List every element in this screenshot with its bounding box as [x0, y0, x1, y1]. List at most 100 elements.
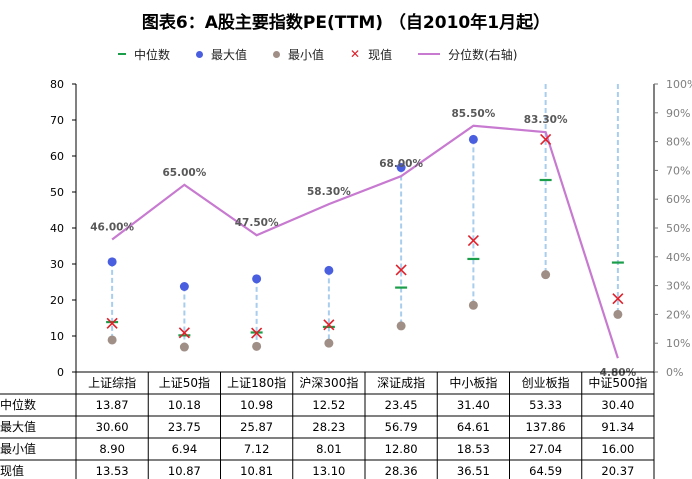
current-mark: [540, 133, 552, 146]
max-point: [179, 282, 189, 291]
min-point: [468, 300, 478, 310]
right-tick-label: 100%: [666, 78, 692, 91]
current-mark: [251, 327, 263, 339]
table-cell: 10.87: [168, 464, 201, 478]
table-cell: 64.61: [457, 420, 490, 434]
legend-min-label: 最小值: [288, 47, 325, 62]
left-tick-label: 10: [50, 330, 64, 343]
percentile-data-label: 85.50%: [452, 108, 496, 120]
left-tick-label: 80: [50, 78, 64, 91]
min-point: [541, 270, 551, 280]
table-row-label: 最小值: [0, 441, 36, 456]
left-tick-label: 30: [50, 258, 64, 271]
min-point: [396, 321, 406, 331]
legend-median-label: 中位数: [134, 47, 171, 62]
legend-max: 最大值: [196, 46, 247, 63]
left-tick-label: 70: [50, 114, 64, 127]
table-cell: 13.87: [96, 398, 129, 412]
table-cell: 36.51: [457, 464, 490, 478]
table-cell: 30.40: [601, 398, 634, 412]
max-point: [396, 163, 406, 173]
min-point: [107, 335, 117, 345]
table-cell: 28.23: [312, 420, 345, 434]
min-dot-icon: [273, 50, 281, 58]
right-tick-label: 90%: [666, 107, 690, 120]
percentile-data-label: 58.30%: [307, 186, 351, 198]
legend-current: ✕ 现值: [350, 46, 392, 63]
category-label: 上证综指: [88, 375, 136, 390]
table-cell: 8.90: [99, 442, 125, 456]
table-row-label: 现值: [0, 463, 24, 478]
category-label: 中小板指: [449, 375, 497, 390]
percentile-line: [111, 124, 619, 359]
percentile-data-label: 83.30%: [524, 114, 568, 126]
table-cell: 20.37: [601, 464, 634, 478]
left-tick-label: 60: [50, 150, 64, 163]
min-point: [613, 309, 623, 319]
current-mark: [178, 327, 190, 339]
table-cell: 8.01: [316, 442, 342, 456]
max-point: [468, 134, 478, 144]
table-cell: 31.40: [457, 398, 490, 412]
table-cell: 13.10: [312, 464, 345, 478]
percentile-data-label: 47.50%: [235, 217, 279, 229]
table-cell: 53.33: [529, 398, 562, 412]
table-cell: 27.04: [529, 442, 562, 456]
table-cell: 13.53: [96, 464, 129, 478]
current-mark: [106, 317, 118, 329]
category-label: 沪深300指: [299, 375, 358, 390]
current-mark: [395, 264, 407, 276]
table-cell: 25.87: [240, 420, 273, 434]
table-cell: 16.00: [601, 442, 634, 456]
table-cell: 30.60: [96, 420, 129, 434]
left-tick-label: 50: [50, 186, 64, 199]
left-tick-label: 20: [50, 294, 64, 307]
right-tick-label: 0%: [666, 366, 683, 379]
legend: 中位数 最大值 最小值 ✕ 现值 分位数(右轴): [118, 44, 544, 64]
table-cell: 18.53: [457, 442, 490, 456]
legend-percentile: 分位数(右轴): [418, 46, 518, 63]
median-dash-icon: [118, 53, 126, 55]
cross-icon: ✕: [350, 47, 361, 61]
right-tick-label: 10%: [666, 337, 690, 350]
right-tick-label: 20%: [666, 308, 690, 321]
right-tick-label: 80%: [666, 136, 690, 149]
left-tick-label: 0: [57, 366, 64, 379]
current-mark: [467, 234, 479, 247]
chart-title: 图表6：A股主要指数PE(TTM) （自2010年1月起）: [141, 13, 551, 33]
max-point: [324, 265, 334, 275]
table-cell: 12.80: [385, 442, 418, 456]
line-swatch-icon: [418, 53, 441, 55]
right-tick-label: 60%: [666, 193, 690, 206]
table-cell: 6.94: [172, 442, 198, 456]
max-point: [107, 257, 117, 267]
max-point: [252, 274, 262, 284]
current-mark: [323, 319, 335, 331]
table-cell: 12.52: [312, 398, 345, 412]
table-cell: 137.86: [526, 420, 566, 434]
right-tick-label: 40%: [666, 251, 690, 264]
legend-percentile-label: 分位数(右轴): [448, 47, 518, 62]
category-label: 上证180指: [227, 375, 286, 390]
category-label: 上证50指: [159, 375, 210, 390]
table-cell: 23.45: [385, 398, 418, 412]
legend-max-label: 最大值: [211, 47, 248, 62]
current-mark: [612, 293, 624, 305]
table-cell: 64.59: [529, 464, 562, 478]
category-label: 中证500指: [588, 375, 647, 390]
min-point: [252, 341, 262, 351]
legend-current-label: 现值: [368, 47, 393, 62]
percentile-data-label: 4.80%: [600, 367, 637, 379]
right-tick-label: 70%: [666, 164, 690, 177]
percentile-data-label: 65.00%: [163, 167, 207, 179]
table-cell: 10.81: [240, 464, 273, 478]
legend-min: 最小值: [273, 46, 324, 63]
category-label: 创业板指: [522, 375, 570, 390]
table-cell: 10.18: [168, 398, 201, 412]
table-cell: 10.98: [240, 398, 273, 412]
min-point: [179, 342, 189, 352]
min-point: [324, 338, 334, 348]
table-cell: 56.79: [385, 420, 418, 434]
table-row-label: 最大值: [0, 419, 36, 434]
